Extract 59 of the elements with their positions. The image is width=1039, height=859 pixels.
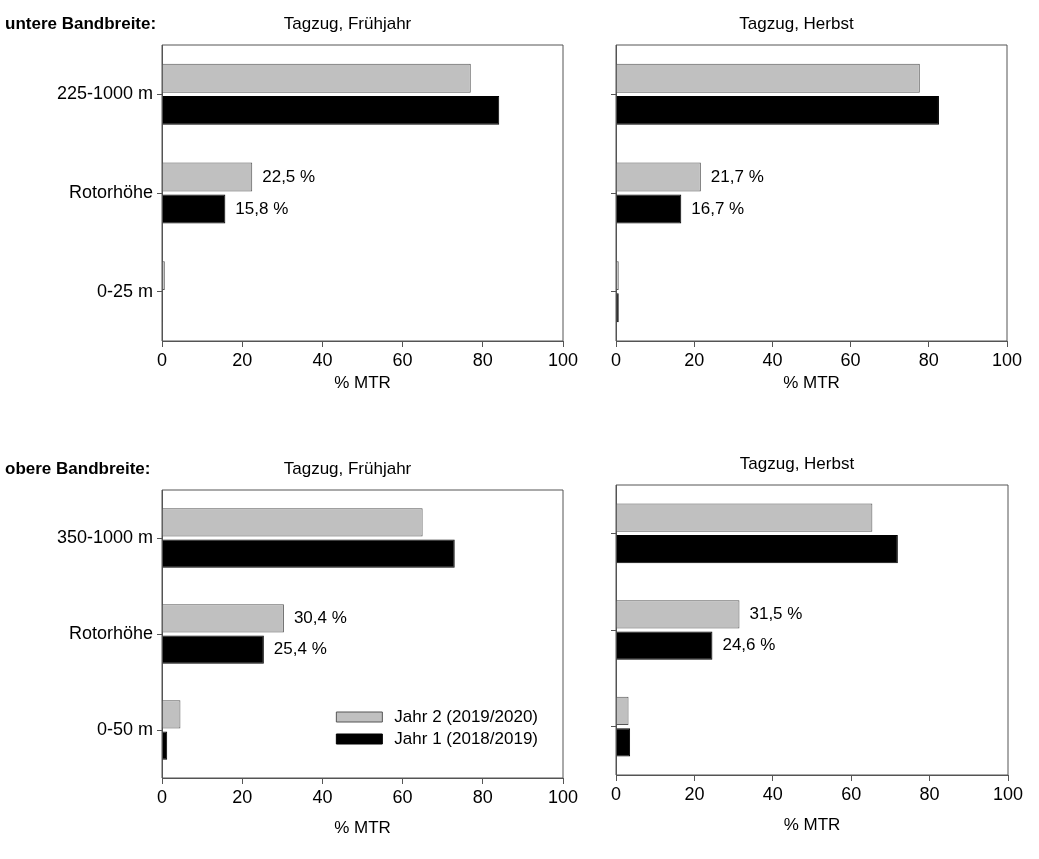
data-label: 24,6 % xyxy=(722,635,776,655)
x-tick-label: 100 xyxy=(547,786,579,807)
legend-label: Jahr 2 (2019/2020) xyxy=(394,706,538,726)
data-label: 21,7 % xyxy=(710,166,764,186)
x-tick-label: 80 xyxy=(919,783,940,804)
legend-label: Jahr 1 (2018/2019) xyxy=(394,728,538,748)
y-tick-label: 0-50 m xyxy=(96,718,153,739)
x-tick-label: 0 xyxy=(610,349,622,370)
chart-title: Tagzug, Herbst xyxy=(739,454,855,473)
data-label: 22,5 % xyxy=(262,166,316,186)
x-axis-title: % MTR xyxy=(334,373,391,393)
x-tick-label: 100 xyxy=(547,349,579,370)
x-tick-label: 60 xyxy=(841,783,862,804)
chart-subtitle: untere Bandbreite: xyxy=(5,14,157,33)
chart-subtitle: obere Bandbreite: xyxy=(5,459,151,478)
x-tick-label: 100 xyxy=(992,783,1024,804)
x-tick-label: 60 xyxy=(392,786,413,807)
x-tick-label: 60 xyxy=(392,349,413,370)
x-tick-label: 40 xyxy=(762,783,783,804)
x-tick-label: 40 xyxy=(312,349,333,370)
x-axis-title: % MTR xyxy=(334,818,391,838)
x-axis-title: % MTR xyxy=(783,373,840,393)
data-label: 25,4 % xyxy=(273,639,327,659)
bar xyxy=(616,95,939,125)
y-tick-label: Rotorhöhe xyxy=(68,181,153,202)
x-tick-label: 80 xyxy=(918,349,939,370)
chart-title: Tagzug, Herbst xyxy=(739,14,854,33)
x-tick-label: 60 xyxy=(840,349,861,370)
x-tick-label: 20 xyxy=(684,349,705,370)
data-label: 16,7 % xyxy=(691,198,745,218)
data-label: 31,5 % xyxy=(749,603,803,623)
y-tick-label: 225-1000 m xyxy=(56,83,153,104)
x-tick-label: 100 xyxy=(991,349,1023,370)
y-tick-label: 0-25 m xyxy=(96,280,153,301)
data-label: 30,4 % xyxy=(293,608,347,628)
x-tick-label: 0 xyxy=(156,786,168,807)
x-tick-label: 0 xyxy=(156,349,168,370)
data-label: 15,8 % xyxy=(235,198,289,218)
bar xyxy=(162,95,500,125)
bar xyxy=(616,728,631,757)
x-tick-label: 20 xyxy=(684,783,705,804)
x-tick-label: 40 xyxy=(312,786,333,807)
x-tick-label: 20 xyxy=(232,786,253,807)
x-tick-label: 40 xyxy=(762,349,783,370)
bar xyxy=(162,539,455,568)
bar xyxy=(616,631,713,660)
x-tick-label: 0 xyxy=(610,783,622,804)
bar xyxy=(616,194,682,224)
bar xyxy=(616,534,898,564)
y-tick-label: Rotorhöhe xyxy=(68,622,153,643)
bar xyxy=(162,194,226,224)
bar xyxy=(162,635,264,664)
x-tick-label: 80 xyxy=(472,786,493,807)
chart-title: Tagzug, Frühjahr xyxy=(283,459,412,478)
x-tick-label: 20 xyxy=(232,349,253,370)
x-axis-title: % MTR xyxy=(783,815,841,835)
chart-title: Tagzug, Frühjahr xyxy=(283,14,412,33)
y-tick-label: 350-1000 m xyxy=(56,526,153,547)
x-tick-label: 80 xyxy=(472,349,493,370)
